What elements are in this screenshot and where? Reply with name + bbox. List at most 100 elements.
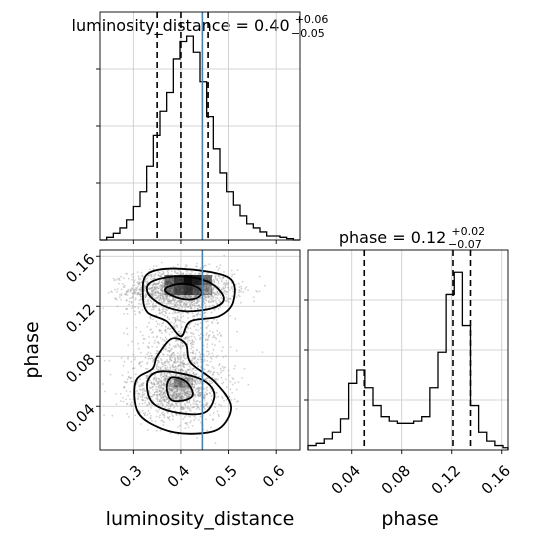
sample-point	[211, 286, 214, 289]
sample-point	[215, 391, 218, 394]
sample-point	[157, 386, 160, 389]
sample-point	[176, 263, 179, 266]
sample-point	[176, 300, 179, 302]
sample-point	[169, 382, 172, 384]
sample-point	[216, 279, 219, 282]
sample-point	[222, 369, 225, 372]
sample-point	[187, 368, 190, 371]
sample-point	[176, 272, 179, 274]
sample-point	[170, 383, 172, 386]
sample-point	[175, 324, 178, 327]
sample-point	[172, 393, 174, 396]
sample-point	[186, 424, 189, 426]
sample-point	[187, 393, 190, 396]
sample-point	[225, 378, 227, 381]
sample-point	[178, 345, 180, 348]
sample-point	[176, 385, 179, 388]
sample-point	[252, 296, 255, 299]
sample-point	[178, 300, 181, 303]
sample-point	[206, 393, 209, 396]
sample-point	[179, 369, 182, 372]
sample-point	[161, 419, 164, 422]
sample-point	[141, 360, 144, 363]
sample-point	[164, 389, 167, 392]
sample-point	[156, 396, 159, 399]
sample-point	[164, 328, 167, 331]
sample-point	[174, 387, 176, 390]
sample-point	[196, 308, 199, 310]
sample-point	[183, 386, 186, 389]
sample-point	[247, 383, 250, 386]
sample-point	[205, 293, 208, 296]
sample-point	[128, 300, 131, 303]
sample-point	[183, 416, 186, 419]
sample-point	[118, 277, 121, 280]
sample-point	[163, 361, 166, 364]
sample-point	[186, 377, 189, 380]
sample-point	[173, 395, 176, 398]
sample-point	[185, 296, 188, 299]
sample-point	[203, 397, 206, 400]
sample-point	[169, 289, 172, 292]
sample-point	[188, 372, 191, 374]
sample-point	[186, 405, 189, 408]
sample-point	[181, 398, 184, 401]
sample-point	[141, 391, 144, 394]
sample-point	[168, 400, 170, 403]
sample-point	[191, 357, 194, 359]
sample-point	[199, 381, 202, 384]
sample-point	[141, 275, 144, 278]
sample-point	[212, 355, 215, 357]
sample-point	[151, 419, 153, 422]
sample-point	[152, 291, 155, 294]
sample-point	[136, 293, 139, 295]
sample-point	[153, 382, 156, 385]
sample-point	[172, 352, 174, 355]
sample-point	[152, 265, 155, 267]
sample-point	[125, 291, 128, 294]
sample-point	[127, 288, 130, 291]
sample-point	[176, 396, 178, 399]
sample-point	[163, 414, 166, 417]
sample-point	[181, 320, 184, 323]
sample-point	[139, 331, 142, 333]
sample-point	[227, 281, 230, 284]
sample-point	[230, 269, 233, 272]
sample-point	[161, 332, 163, 334]
sample-point	[164, 375, 167, 377]
sample-point	[131, 287, 134, 290]
sample-point	[235, 349, 238, 352]
sample-point	[152, 393, 154, 396]
sample-point	[170, 389, 172, 392]
sample-point	[179, 300, 182, 302]
sample-point	[168, 399, 171, 402]
sample-point	[168, 387, 171, 390]
sample-point	[176, 295, 179, 298]
sample-point	[210, 295, 213, 297]
sample-point	[103, 414, 105, 417]
sample-point	[123, 386, 126, 389]
sample-point	[160, 379, 162, 381]
sample-point	[170, 396, 173, 399]
sample-point	[211, 343, 214, 346]
sample-point	[110, 290, 112, 293]
sample-point	[191, 382, 194, 385]
sample-point	[130, 300, 133, 303]
sample-point	[131, 404, 133, 407]
sample-point	[224, 287, 227, 289]
sample-point	[163, 384, 166, 387]
sample-point	[183, 366, 186, 369]
sample-point	[173, 392, 176, 394]
sample-point	[155, 282, 158, 285]
sample-point	[180, 374, 183, 377]
sample-point	[186, 301, 189, 304]
sample-point	[212, 278, 215, 281]
sample-point	[168, 361, 171, 363]
sample-point	[183, 392, 186, 394]
sample-point	[164, 377, 166, 380]
sample-point	[165, 378, 167, 381]
sample-point	[125, 398, 127, 401]
sample-point	[206, 290, 208, 293]
sample-point	[139, 288, 142, 291]
sample-point	[169, 369, 172, 371]
